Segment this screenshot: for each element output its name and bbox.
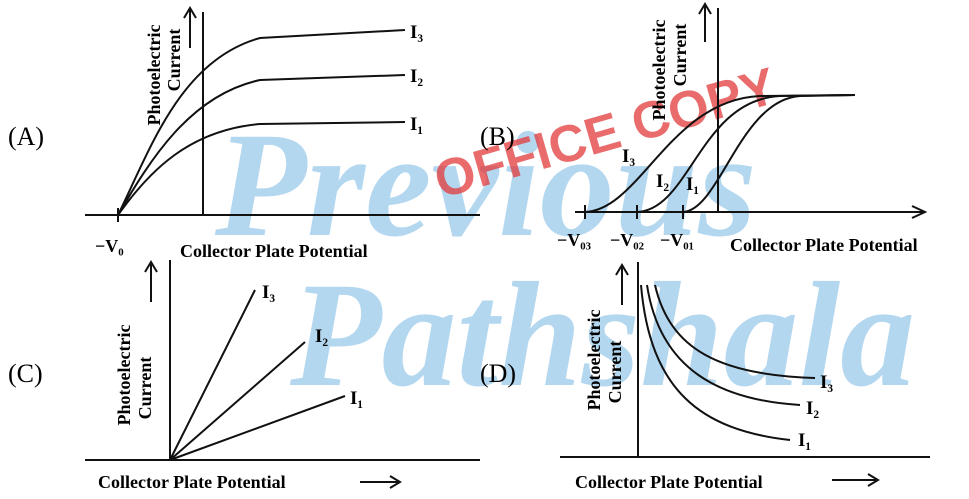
panel-b: (B) I₃ I₂ I₁ Photoelectric Current −V₀₃ …: [480, 2, 928, 255]
panel-label: (B): [480, 122, 515, 151]
axis-mark: −V₀₃: [557, 230, 592, 250]
curve: [636, 94, 856, 213]
curve: [584, 94, 856, 213]
axis-mark: −V₀₁: [660, 230, 694, 250]
x-axis: [575, 205, 928, 219]
curve-label: I₂: [315, 326, 328, 347]
y-axis-label: Photoelectric: [584, 310, 604, 411]
panel-label: (A): [8, 122, 44, 151]
curve: [117, 29, 406, 216]
x-axis-label: Collector Plate Potential: [575, 472, 763, 492]
panel-c: (C) I₃ I₂ I₁ Photoelectric Current Colle…: [8, 260, 480, 492]
logo-line: Previous: [214, 102, 757, 268]
curve: [117, 121, 406, 216]
curve: [169, 395, 346, 461]
curve-label: I₂: [410, 66, 423, 87]
panel-a: (A) I₃ I₂ I₁ Photoelectric Current −V₀ C…: [8, 6, 480, 261]
y-axis-label: Current: [135, 357, 155, 420]
y-axis-label: Photoelectric: [114, 325, 134, 426]
y-axis-label: Current: [605, 341, 625, 404]
curve-label: I₂: [806, 398, 819, 419]
y-axis-label: Current: [164, 29, 184, 92]
axis-mark: −V₀: [95, 236, 124, 256]
axis-mark: −V₀₂: [610, 230, 644, 250]
curve-label: I₁: [686, 174, 699, 195]
curve-label: I₃: [622, 146, 635, 167]
panel-d: (D) I₃ I₂ I₁ Photoelectric Current Colle…: [480, 262, 930, 492]
curve: [646, 284, 801, 406]
curve-label: I₃: [820, 372, 833, 393]
arrow: [615, 263, 629, 305]
curve-label: I₃: [262, 282, 275, 303]
curve: [640, 284, 791, 441]
x-axis-label: Collector Plate Potential: [730, 235, 918, 255]
panel-label: (C): [8, 359, 43, 388]
panel-label: (D): [480, 359, 516, 388]
arrow: [144, 260, 158, 302]
curve: [169, 341, 306, 461]
arrow: [360, 475, 402, 489]
curve-label: I₁: [410, 114, 423, 135]
watermark: Previous Pathshala OFFICE COPY: [214, 57, 915, 418]
curve-label: I₁: [350, 388, 363, 409]
y-axis-label: Photoelectric: [649, 20, 669, 121]
y-axis-label: Photoelectric: [144, 25, 164, 126]
x-axis-label: Collector Plate Potential: [98, 472, 286, 492]
x-axis-label: Collector Plate Potential: [180, 241, 368, 261]
arrow: [832, 473, 880, 487]
curve-label: I₃: [410, 22, 423, 43]
curve-label: I₂: [656, 171, 669, 192]
logo-line: Pathshala: [289, 252, 915, 418]
y-axis-label: Current: [670, 24, 690, 87]
arrow: [698, 2, 712, 42]
curve: [654, 284, 816, 379]
arrow: [183, 6, 197, 48]
curve: [117, 74, 406, 216]
curve: [682, 94, 856, 213]
curve-label: I₁: [798, 430, 811, 451]
curve: [169, 289, 256, 461]
